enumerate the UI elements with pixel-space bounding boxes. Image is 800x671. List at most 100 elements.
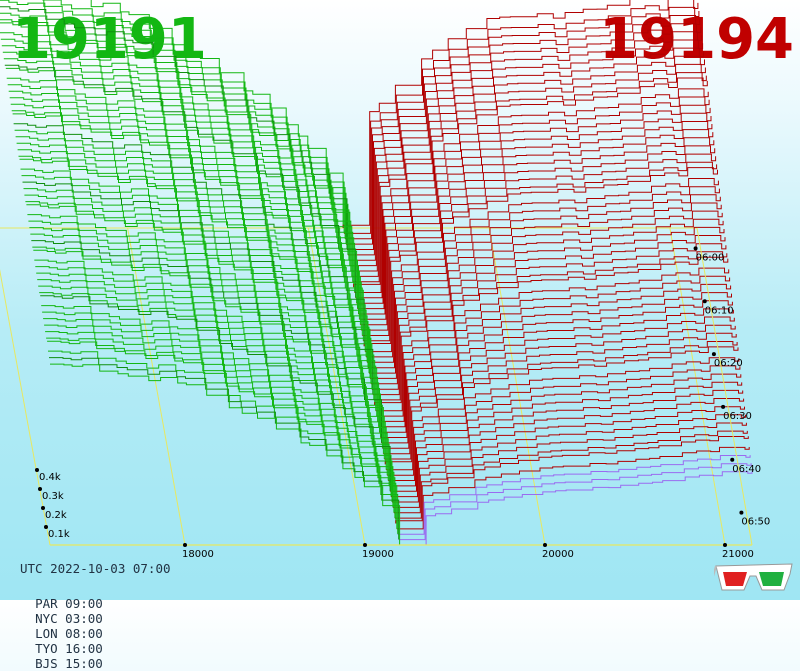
ask-depth-line bbox=[353, 77, 708, 288]
ask-depth-line bbox=[394, 430, 748, 519]
ask-depth-line bbox=[363, 167, 718, 347]
ask-depth-line bbox=[381, 316, 735, 444]
ask-depth-line bbox=[370, 218, 724, 379]
x-tick-label-19000: 19000 bbox=[362, 549, 394, 560]
ask-depth-line bbox=[378, 292, 732, 428]
ask-depth-line bbox=[397, 455, 751, 535]
bid-depth-line bbox=[34, 259, 385, 459]
bid-depth-line bbox=[46, 337, 397, 524]
time-tick-label-06:00: 06:00 bbox=[696, 252, 725, 263]
ask-depth-line bbox=[396, 446, 750, 530]
bid-depth-line bbox=[29, 227, 380, 433]
ask-depth-line bbox=[395, 436, 749, 524]
z-tick-dot-0.3k bbox=[38, 487, 42, 491]
ask-depth-line bbox=[344, 0, 699, 234]
ask-depth-line bbox=[380, 308, 734, 438]
ask-depth-line bbox=[387, 365, 741, 476]
bid-depth-line bbox=[35, 266, 386, 465]
ask-depth-line bbox=[351, 63, 706, 277]
time-tick-dot-06:30 bbox=[721, 404, 726, 409]
bid-depth-line bbox=[42, 311, 393, 502]
bid-depth-line bbox=[36, 272, 387, 470]
time-tick-label-06:50: 06:50 bbox=[741, 517, 770, 528]
ask-depth-line bbox=[384, 346, 739, 465]
bid-depth-line bbox=[47, 340, 398, 529]
ask-depth-line bbox=[368, 202, 722, 369]
ask-depth-line bbox=[383, 332, 737, 455]
x-tick-label-18000: 18000 bbox=[182, 549, 214, 560]
x-tick-label-20000: 20000 bbox=[542, 549, 574, 560]
x-tick-dot-21000 bbox=[723, 543, 727, 547]
ask-depth-line bbox=[348, 39, 704, 261]
bid-depth-line bbox=[0, 19, 350, 261]
ask-depth-line bbox=[350, 55, 705, 272]
bid-depth-line bbox=[22, 181, 374, 395]
ask-depth-line bbox=[376, 275, 731, 417]
chart-labels: 18000 19000 20000 21000 0.1k 0.2k 0.3k 0.4k 06:0… bbox=[35, 246, 770, 560]
bid-depth-line bbox=[7, 84, 359, 314]
ask-depth-line bbox=[392, 414, 746, 508]
ask-depth-line bbox=[346, 15, 701, 245]
ask-depth-line bbox=[382, 324, 736, 449]
chart-slices bbox=[0, 0, 753, 546]
bid-depth-line bbox=[13, 123, 365, 347]
timezone-row: PAR 09:00 NYC 03:00 LON 08:00 TYO 16:00 … bbox=[20, 581, 119, 671]
grid-left-edge bbox=[0, 268, 51, 546]
zone-tyo: TYO 16:00 bbox=[35, 641, 103, 656]
bid-depth-line bbox=[17, 149, 369, 368]
ask-depth-line bbox=[354, 88, 709, 293]
z-tick-dot-0.4k bbox=[35, 468, 39, 472]
utc-time: UTC 2022-10-03 07:00 bbox=[20, 561, 171, 576]
ask-depth-line bbox=[361, 145, 716, 331]
bid-depth-line bbox=[25, 201, 377, 411]
z-tick-label-0.3k: 0.3k bbox=[42, 491, 64, 502]
x-tick-dot-18000 bbox=[183, 543, 187, 547]
ask-depth-line bbox=[372, 243, 727, 396]
bid-depth-line bbox=[0, 22, 351, 266]
ask-depth-line bbox=[393, 422, 747, 514]
bid-depth-line bbox=[23, 188, 375, 400]
bid-depth-line bbox=[10, 103, 362, 331]
ask-depth-line bbox=[345, 6, 700, 240]
ask-depth-line bbox=[386, 357, 740, 471]
ask-depth-line bbox=[367, 194, 721, 363]
bid-depth-line bbox=[90, 0, 344, 228]
bid-depth-line bbox=[44, 324, 395, 513]
ask-depth-line bbox=[358, 121, 713, 315]
x-tick-label-21000: 21000 bbox=[722, 549, 754, 560]
time-tick-label-06:20: 06:20 bbox=[714, 358, 743, 369]
zone-lon: LON 08:00 bbox=[35, 626, 103, 641]
ask-depth-line bbox=[398, 463, 752, 541]
ask-depth-line bbox=[375, 267, 730, 412]
bid-depth-line bbox=[24, 194, 376, 406]
bid-depth-line bbox=[11, 110, 363, 336]
ask-depth-line bbox=[342, 0, 631, 228]
bid-depth-line bbox=[38, 285, 389, 481]
ask-depth-line bbox=[384, 341, 738, 460]
3d-glasses-icon[interactable] bbox=[714, 560, 794, 594]
ask-depth-line bbox=[373, 251, 728, 401]
ask-depth-line bbox=[370, 226, 725, 385]
bid-depth-line bbox=[33, 249, 384, 454]
ask-depth-line bbox=[357, 112, 712, 310]
ask-depth-line bbox=[399, 471, 753, 546]
time-tick-dot-06:10 bbox=[702, 299, 707, 304]
ask-depth-line bbox=[369, 210, 723, 374]
bid-depth-line bbox=[48, 350, 399, 535]
bid-depth-line bbox=[50, 363, 401, 545]
x-tick-dot-19000 bbox=[363, 543, 367, 547]
bid-depth-line bbox=[18, 155, 370, 374]
z-tick-dot-0.2k bbox=[41, 506, 45, 510]
bid-depth-line bbox=[30, 233, 381, 438]
bid-depth-line bbox=[37, 279, 388, 476]
ask-depth-line bbox=[355, 96, 710, 299]
ask-depth-line bbox=[379, 300, 733, 433]
ask-depth-line bbox=[347, 31, 703, 256]
chart-grid-front bbox=[0, 227, 753, 546]
ask-depth-line bbox=[363, 161, 718, 342]
zone-par: PAR 09:00 bbox=[35, 596, 103, 611]
zone-bjs: BJS 15:00 bbox=[35, 656, 103, 671]
grid-line-x-20000 bbox=[488, 227, 546, 546]
bid-depth-line bbox=[4, 64, 357, 298]
bid-depth-line bbox=[28, 220, 380, 427]
